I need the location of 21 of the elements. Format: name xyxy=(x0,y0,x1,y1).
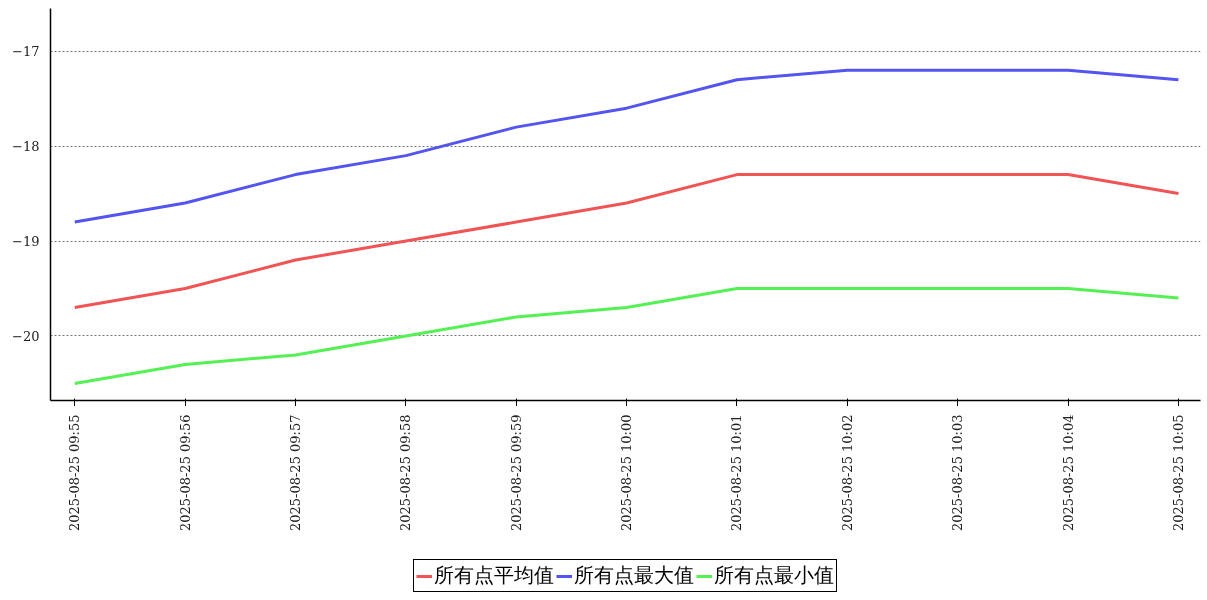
x-tick-label: 2025-08-25 09:55 xyxy=(67,414,83,532)
legend-label: 所有点平均值 xyxy=(434,562,554,589)
line-series xyxy=(73,173,1180,309)
x-tick-label: 2025-08-25 10:04 xyxy=(1060,414,1076,532)
x-tick-label: 2025-08-25 10:00 xyxy=(619,414,635,532)
x-tick-label: 2025-08-25 09:58 xyxy=(398,414,414,532)
x-tick-label: 2025-08-25 09:56 xyxy=(177,414,193,532)
x-tick-label: 2025-08-25 10:02 xyxy=(839,414,855,532)
y-tick-label: −17 xyxy=(12,44,40,60)
y-tick-label: −18 xyxy=(12,139,40,155)
x-tick-label: 2025-08-25 10:05 xyxy=(1170,414,1186,532)
legend-label: 所有点最大值 xyxy=(574,562,694,589)
y-tick-label: −19 xyxy=(12,234,40,250)
x-tick-label: 2025-08-25 09:59 xyxy=(508,414,524,532)
legend-label: 所有点最小值 xyxy=(714,562,834,589)
line-series xyxy=(73,68,1180,224)
x-tick-label: 2025-08-25 10:01 xyxy=(729,414,745,532)
y-tick-label: −20 xyxy=(12,328,40,344)
line-series xyxy=(73,287,1180,385)
x-tick-label: 2025-08-25 09:57 xyxy=(288,414,304,532)
x-tick-label: 2025-08-25 10:03 xyxy=(950,414,966,532)
